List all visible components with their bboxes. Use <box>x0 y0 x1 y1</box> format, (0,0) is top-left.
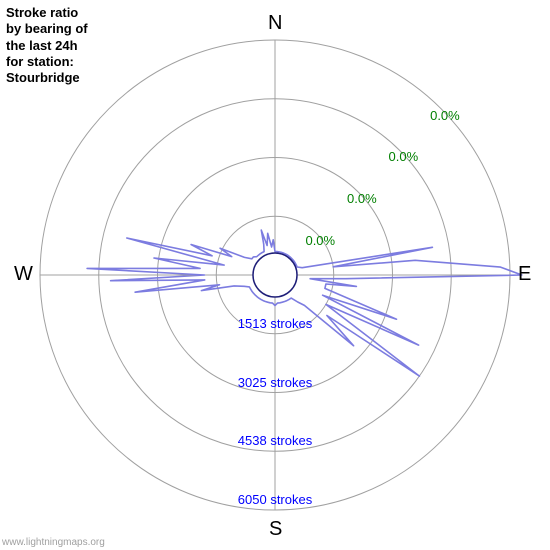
credit-text: www.lightningmaps.org <box>2 537 105 548</box>
ring-stroke-label: 4538 strokes <box>238 433 312 448</box>
cardinal-s: S <box>269 518 282 541</box>
chart-title: Stroke ratio by bearing of the last 24h … <box>6 5 88 86</box>
ring-percent-label: 0.0% <box>305 233 335 248</box>
ring-stroke-label: 3025 strokes <box>238 375 312 390</box>
ring-percent-label: 0.0% <box>389 149 419 164</box>
ring-stroke-label: 6050 strokes <box>238 492 312 507</box>
ring-percent-label: 0.0% <box>347 191 377 206</box>
cardinal-n: N <box>268 12 282 35</box>
cardinal-w: W <box>14 263 33 286</box>
ring-percent-label: 0.0% <box>430 108 460 123</box>
ring-stroke-label: 1513 strokes <box>238 316 312 331</box>
cardinal-e: E <box>518 263 531 286</box>
polar-chart-container: Stroke ratio by bearing of the last 24h … <box>0 0 550 550</box>
